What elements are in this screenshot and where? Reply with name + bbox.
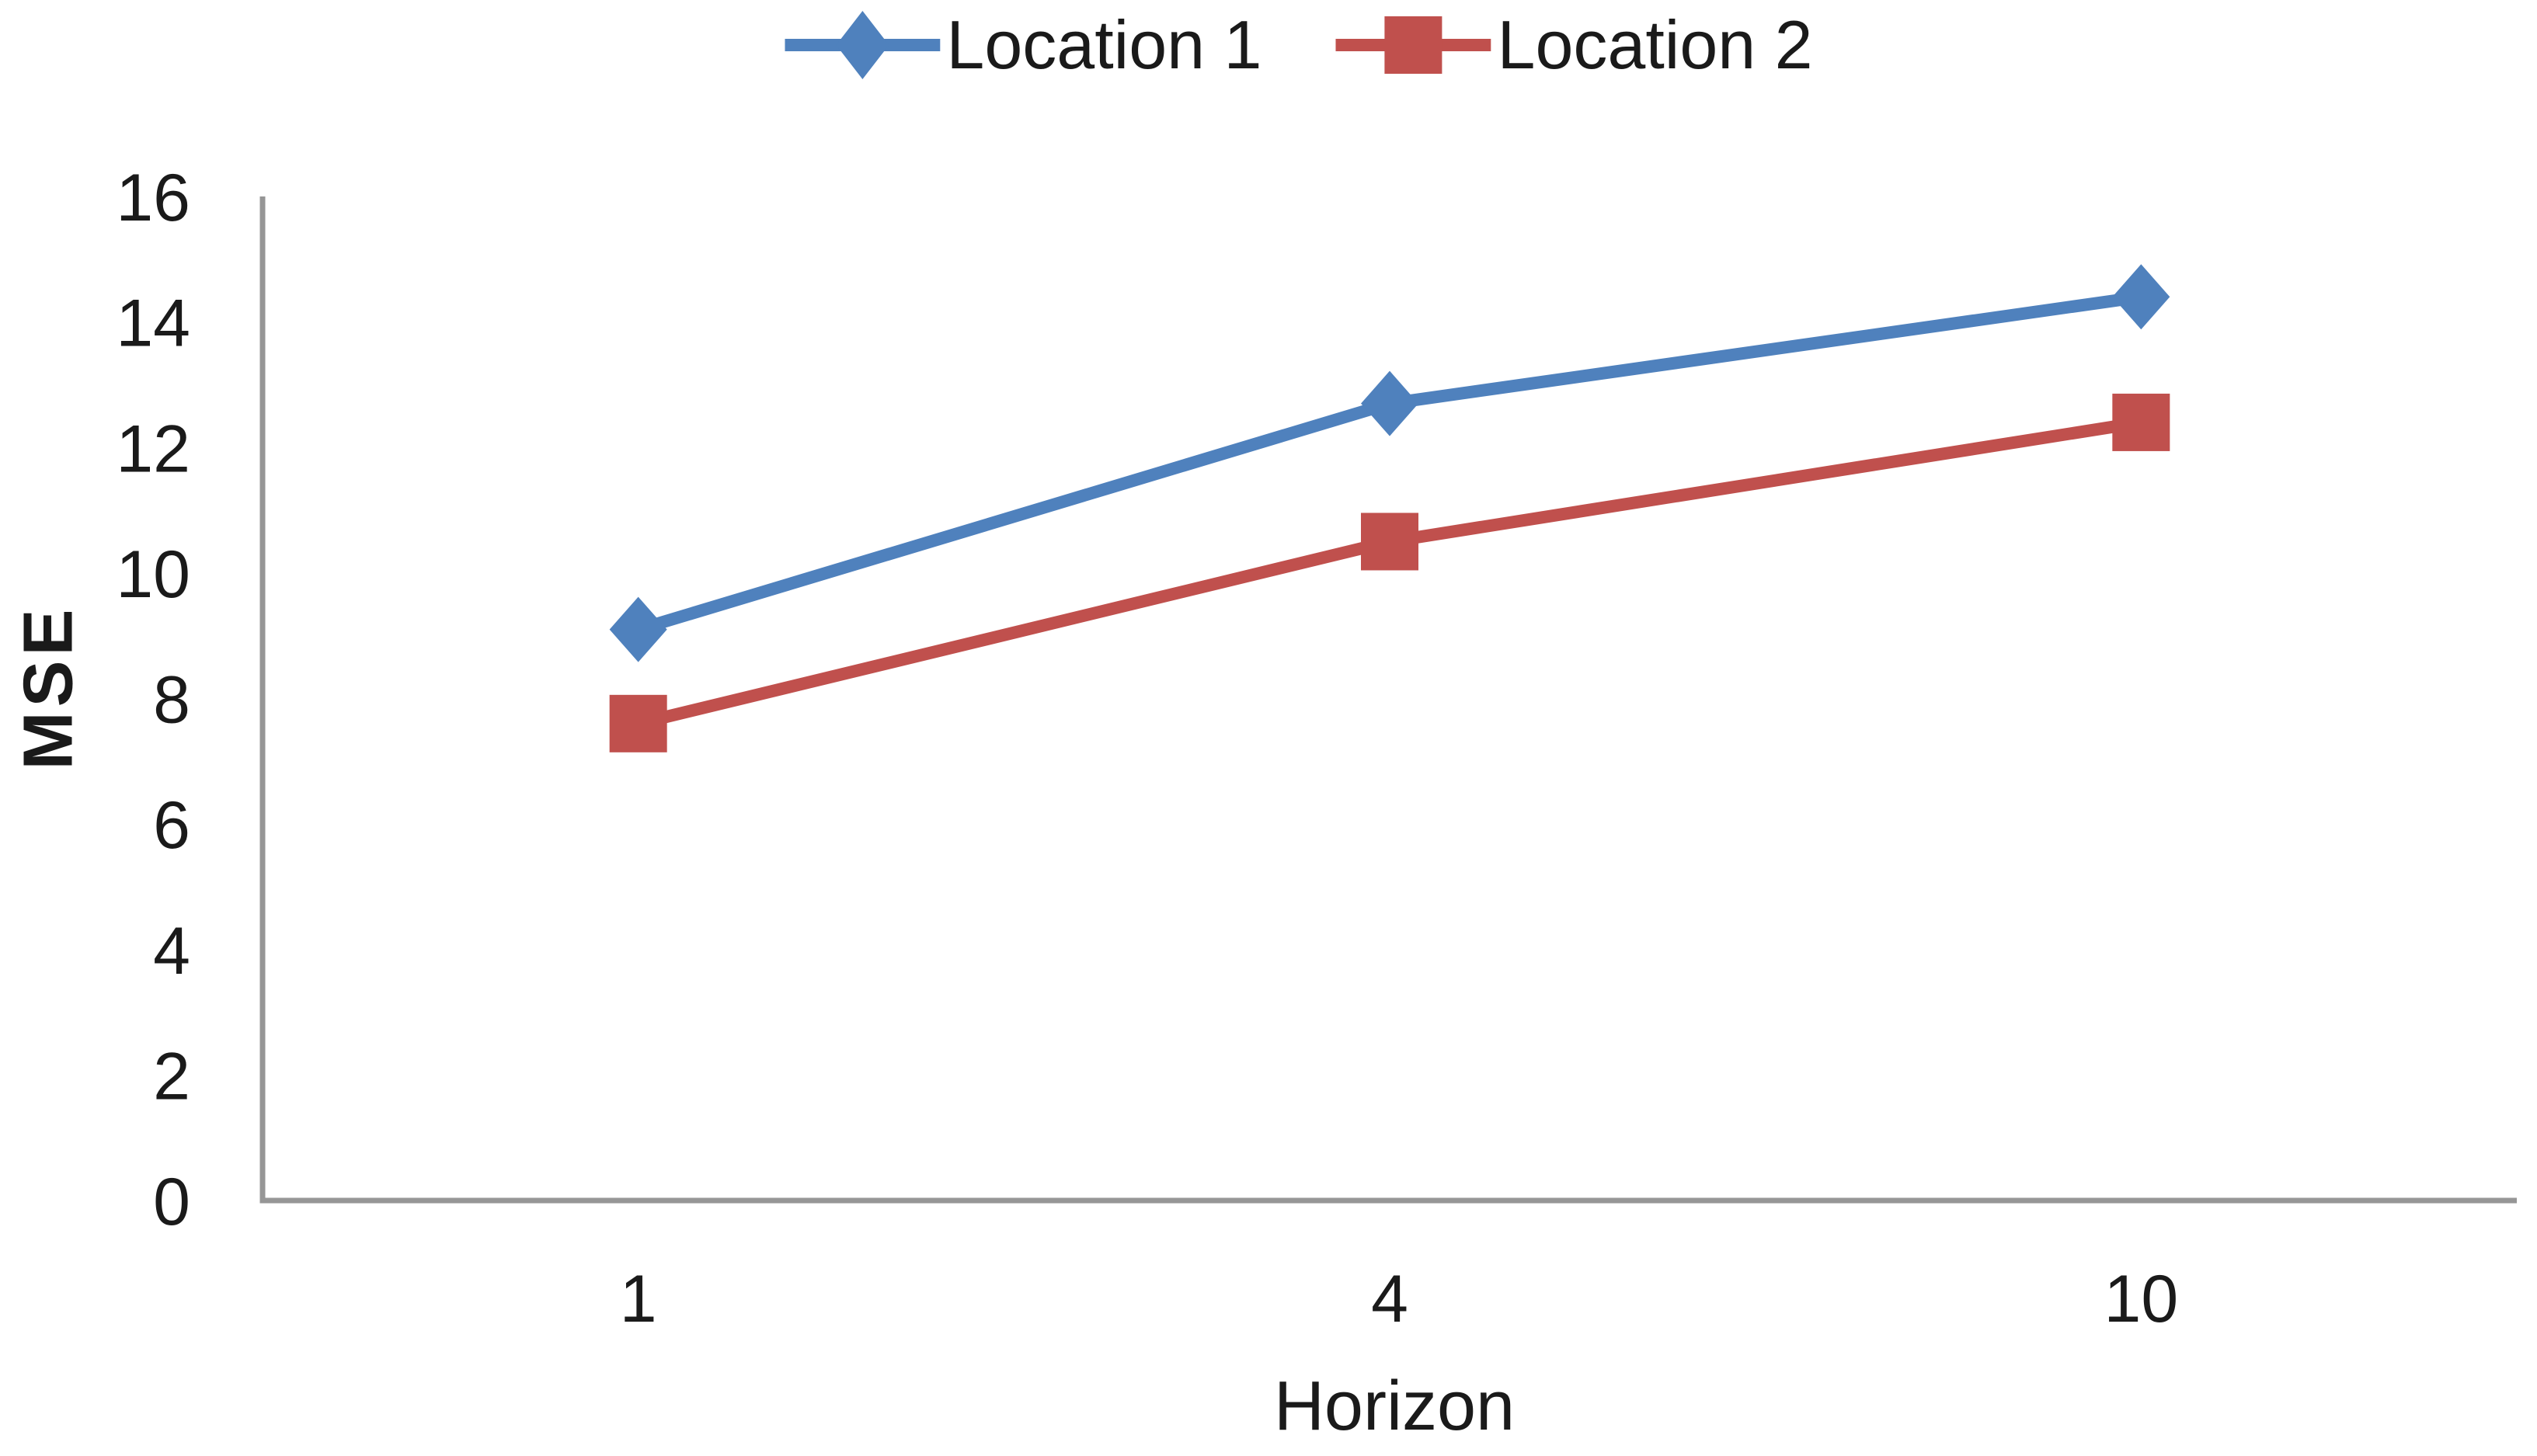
square-marker-icon xyxy=(609,694,667,752)
diamond-marker-icon xyxy=(2112,264,2170,330)
y-axis-title: MSE xyxy=(9,604,88,770)
y-tick-label: 12 xyxy=(116,412,190,486)
diamond-marker-icon xyxy=(836,11,889,79)
y-tick-label: 6 xyxy=(153,788,190,863)
x-tick-label: 4 xyxy=(1371,1262,1408,1336)
legend-swatch-location-1 xyxy=(785,11,941,79)
y-tick-label: 0 xyxy=(153,1165,190,1239)
y-tick-label: 4 xyxy=(153,914,190,989)
square-marker-icon xyxy=(1361,513,1418,571)
diamond-marker-icon xyxy=(609,596,667,662)
x-axis-title: Horizon xyxy=(1273,1367,1516,1445)
y-tick-label: 10 xyxy=(116,537,190,612)
x-tick-label: 10 xyxy=(2104,1262,2178,1336)
y-tick-label: 14 xyxy=(116,287,190,361)
legend-label: Location 1 xyxy=(946,6,1262,83)
legend-swatch-location-2 xyxy=(1335,16,1491,74)
legend-item-location-1: Location 1 xyxy=(785,2,1262,89)
legend-item-location-2: Location 2 xyxy=(1335,2,1813,89)
series-line-location-2 xyxy=(632,415,2148,730)
legend: Location 1 Location 2 xyxy=(785,2,1813,89)
square-marker-icon xyxy=(2112,393,2170,451)
axes-lines xyxy=(259,196,2517,1204)
diamond-marker-icon xyxy=(1361,370,1418,436)
legend-label: Location 2 xyxy=(1497,6,1813,83)
y-tick-label: 8 xyxy=(153,663,190,738)
square-marker-icon xyxy=(1384,16,1443,74)
x-tick-label: 1 xyxy=(620,1262,657,1336)
y-tick-label: 16 xyxy=(116,161,190,235)
y-tick-label: 2 xyxy=(153,1039,190,1114)
